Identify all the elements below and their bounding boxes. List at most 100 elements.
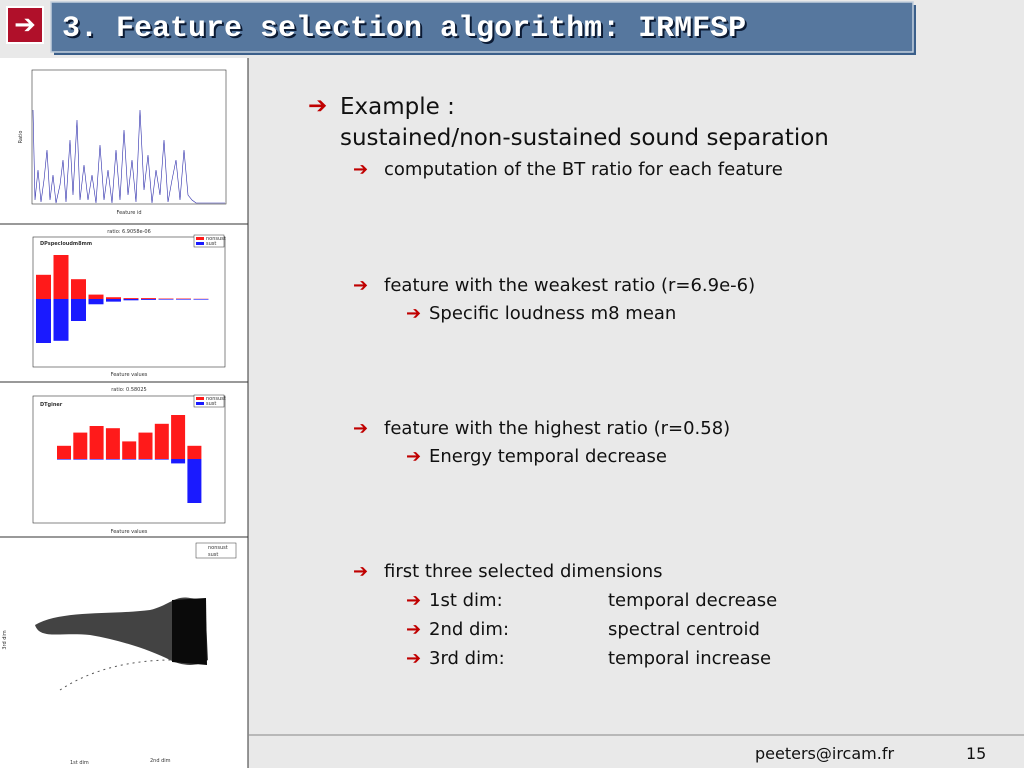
y-axis-label: 2nd dim (150, 758, 171, 764)
header-title-shadow: 3. Feature selection algorithm: IRMFSP (64, 14, 748, 48)
bullet-arrow: ➔ (406, 619, 421, 640)
legend-entry: sust (206, 401, 216, 407)
bar (105, 459, 120, 460)
legend-swatch (196, 242, 204, 245)
footer-email: peeters@ircam.fr (755, 744, 894, 763)
legend-swatch (196, 402, 204, 405)
legend-entry: nonsust (206, 396, 226, 402)
header-title: 3. Feature selection algorithm: IRMFSP (62, 12, 746, 46)
dimension-name: 1st dim: (429, 590, 503, 611)
bullet-text: Example : (340, 94, 455, 120)
dimension-feature: temporal increase (608, 648, 771, 669)
figure-label: DTginer (40, 402, 63, 408)
header-icon-arrow: ➔ (14, 10, 36, 40)
header-icon (6, 6, 44, 44)
dimension-list: ➔ 1st dim: temporal decrease ➔ 2nd dim: spect… (406, 590, 777, 669)
bar (36, 274, 51, 299)
bar (57, 445, 71, 459)
bar (158, 298, 174, 300)
bar (187, 445, 202, 459)
figure-title: ratio: 6.9058e-06 (107, 229, 151, 235)
bullet-text: feature with the highest ratio (r=0.58) (384, 418, 730, 439)
bar (176, 299, 191, 300)
x-axis-label: Feature values (111, 372, 148, 378)
dimension-feature: temporal decrease (608, 590, 777, 611)
ratio-line (32, 109, 225, 204)
plot-frame (32, 395, 226, 524)
bar (57, 459, 71, 460)
bar (154, 423, 169, 459)
bullet-arrow: ➔ (353, 561, 368, 582)
bullet-arrow: ➔ (308, 93, 327, 119)
figure-label: DPspecloudm8mm (40, 241, 92, 247)
bar (73, 459, 88, 460)
figure-title: ratio: 0.58025 (111, 387, 146, 393)
legend-entry: nonsust (208, 545, 228, 551)
x-axis-label: 1st dim (70, 760, 89, 766)
bar (88, 294, 104, 299)
bar (36, 299, 51, 343)
bar (71, 299, 86, 321)
plot-frame (31, 69, 227, 205)
legend-entry: sust (208, 552, 218, 558)
bar (141, 299, 156, 300)
bar (53, 255, 69, 299)
bar (122, 459, 137, 460)
plot-frame (32, 236, 226, 368)
dimension-name: 3rd dim: (429, 648, 505, 669)
bullet-arrow: ➔ (406, 446, 421, 467)
bullet-text: Energy temporal decrease (429, 446, 667, 467)
bar (122, 441, 137, 459)
x-axis-label: Feature id (116, 210, 141, 216)
bar (71, 279, 86, 299)
bullet-arrow: ➔ (353, 159, 368, 180)
figure-column (0, 58, 248, 768)
legend-box (195, 542, 237, 559)
bar (89, 426, 104, 459)
dimension-feature: spectral centroid (608, 619, 760, 640)
bullet-arrow: ➔ (353, 418, 368, 439)
bar (154, 459, 169, 460)
bar (123, 298, 139, 299)
bullet-arrow: ➔ (406, 590, 421, 611)
bullet-text: sustained/non-sustained sound separation (340, 125, 829, 151)
bar (123, 299, 139, 301)
bar (141, 298, 156, 299)
bar (158, 299, 174, 300)
page-number: 15 (966, 744, 986, 763)
y-axis-label: Ratio (18, 131, 24, 144)
scatter-cloud (172, 598, 207, 665)
legend-entry: sust (206, 241, 216, 247)
bar (106, 297, 121, 299)
bar (193, 299, 209, 300)
bar (53, 299, 69, 341)
bar (138, 432, 153, 459)
dimension-name: 2nd dim: (429, 619, 509, 640)
legend-entry: nonsust (206, 236, 226, 242)
bullet-arrow: ➔ (353, 275, 368, 296)
bullet-text: computation of the BT ratio for each fea… (384, 159, 783, 180)
legend-swatch (196, 237, 204, 240)
bar (73, 432, 88, 459)
x-axis-label: Feature values (111, 529, 148, 535)
bar (176, 298, 191, 300)
z-axis-label: 3rd dim (2, 630, 8, 649)
bullet-arrow: ➔ (406, 648, 421, 669)
bar (89, 459, 104, 460)
bullet-text: Specific loudness m8 mean (429, 303, 676, 324)
bullet-text: feature with the weakest ratio (r=6.9e-6… (384, 275, 755, 296)
bullet-arrow: ➔ (406, 303, 421, 324)
header-bar (50, 1, 914, 53)
scatter-cloud (35, 597, 208, 665)
bar (106, 299, 121, 302)
bar (138, 459, 153, 460)
legend-swatch (196, 397, 204, 400)
bar (88, 299, 104, 305)
bar (105, 428, 120, 459)
bar (171, 459, 186, 464)
bar (171, 415, 186, 459)
bullet-text: first three selected dimensions (384, 561, 663, 582)
bar (187, 459, 202, 503)
